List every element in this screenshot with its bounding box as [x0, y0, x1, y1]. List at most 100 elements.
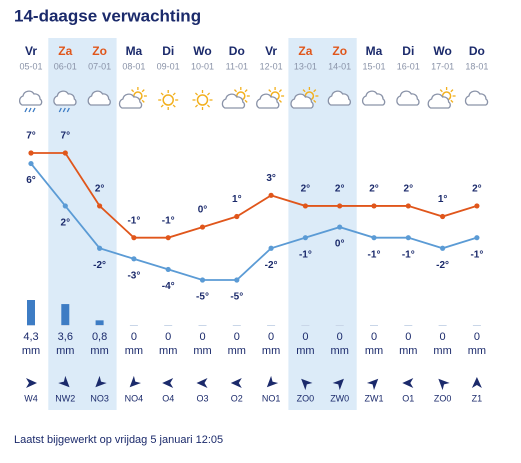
- temperature-label: -1°: [402, 249, 415, 260]
- date-label: 08-01: [122, 61, 145, 71]
- temperature-point: [337, 224, 343, 230]
- temperature-point: [371, 203, 377, 209]
- temperature-label: -1°: [162, 215, 175, 226]
- date-label: 05-01: [19, 61, 42, 71]
- sun-ray: [194, 92, 199, 96]
- sun-ray: [194, 104, 199, 108]
- precip-unit: mm: [399, 345, 417, 357]
- wind-arrow: [366, 378, 379, 391]
- precip-label: 0: [405, 331, 411, 343]
- temperature-point: [62, 203, 68, 209]
- date-label: 06-01: [54, 61, 77, 71]
- rain-drop: [58, 107, 62, 113]
- arrow-shape: [162, 378, 174, 388]
- date-label: 12-01: [260, 61, 283, 71]
- temperature-line: [30, 163, 478, 281]
- cloud: [53, 90, 77, 106]
- wind-arrow: [129, 375, 141, 388]
- temperature-label: 0°: [198, 205, 208, 216]
- precip-unit: mm: [159, 345, 177, 357]
- sun-ray: [244, 99, 248, 103]
- precip-label: 0,8: [92, 331, 107, 343]
- temperature-point: [440, 245, 446, 251]
- precip-unit: mm: [365, 345, 383, 357]
- cloud: [396, 90, 420, 106]
- temperature-label: -5°: [230, 292, 243, 303]
- footer: Laatst bijgewerkt op vrijdag 5 januari 1…: [14, 434, 223, 446]
- wind-label: ZO0: [297, 393, 315, 403]
- weather-icon: [256, 87, 285, 109]
- wind-label: O1: [402, 393, 414, 403]
- wind-arrow: [162, 378, 174, 388]
- sun: [196, 94, 209, 106]
- temperature-point: [131, 235, 137, 241]
- wind-arrow: [196, 378, 208, 388]
- precip-bar: [95, 320, 104, 325]
- temperature-label: 6°: [26, 175, 36, 186]
- weather-icon: [53, 90, 77, 113]
- temperature-label: 2°: [404, 184, 414, 195]
- temperature-point: [199, 277, 206, 283]
- temperature-point: [131, 256, 137, 262]
- temperature-point: [474, 235, 480, 241]
- temperature-label: -2°: [93, 260, 106, 271]
- temperature-label: -3°: [127, 270, 140, 281]
- precip-unit: mm: [296, 345, 314, 357]
- date-label: 13-01: [294, 61, 317, 71]
- precip-label: 0: [234, 331, 240, 343]
- temperature-point: [302, 235, 308, 241]
- weather-icon: [464, 90, 489, 106]
- arrow-shape: [402, 378, 414, 388]
- temperature-point: [405, 203, 411, 209]
- day-label: Vr: [265, 44, 277, 58]
- temperature-label: 7°: [61, 131, 71, 142]
- precip-bar: [27, 300, 35, 325]
- sun-ray: [268, 89, 272, 93]
- temperature-point: [97, 203, 103, 209]
- arrow-shape: [471, 377, 482, 388]
- day-label: Zo: [92, 44, 107, 58]
- arrow-shape: [366, 378, 379, 391]
- precip-label: 0: [337, 331, 343, 343]
- temperature-point: [165, 266, 171, 273]
- sun-ray: [278, 99, 282, 103]
- sun-ray: [172, 104, 176, 108]
- temperature-label: 7°: [26, 131, 36, 142]
- precip-unit: mm: [331, 345, 349, 357]
- sun-ray: [160, 92, 164, 96]
- precip-bar: [61, 304, 70, 325]
- sun-ray: [131, 89, 135, 93]
- wind-label: O3: [196, 393, 208, 403]
- wind-arrow: [402, 378, 414, 388]
- precip-unit: mm: [468, 345, 486, 357]
- wind-label: O2: [231, 393, 243, 403]
- sun-ray: [141, 89, 145, 93]
- sun-ray: [206, 104, 211, 108]
- sun-ray: [439, 89, 443, 93]
- precip-label: 0: [440, 331, 446, 343]
- temperature-label: 2°: [335, 184, 345, 195]
- temperature-point: [199, 224, 206, 230]
- precip-unit: mm: [228, 345, 246, 357]
- sun-ray: [141, 99, 145, 103]
- day-label: Ma: [126, 44, 143, 58]
- temperature-label: -1°: [127, 215, 140, 226]
- rain-drop: [66, 107, 70, 113]
- weather-icon: [427, 87, 456, 109]
- temperature-point: [440, 213, 446, 220]
- cloud: [464, 90, 489, 106]
- temperature-point: [62, 150, 68, 156]
- day-label: Do: [469, 44, 485, 58]
- date-label: 10-01: [191, 61, 214, 71]
- day-label: Di: [402, 44, 414, 58]
- cloud: [361, 90, 386, 106]
- wind-label: ZO0: [434, 393, 452, 403]
- precip-label: 0: [371, 331, 377, 343]
- temperature-point: [474, 203, 480, 209]
- cloud: [327, 90, 351, 106]
- weather-icon: [87, 90, 111, 106]
- precip-unit: mm: [90, 345, 108, 357]
- temperature-point: [28, 160, 34, 167]
